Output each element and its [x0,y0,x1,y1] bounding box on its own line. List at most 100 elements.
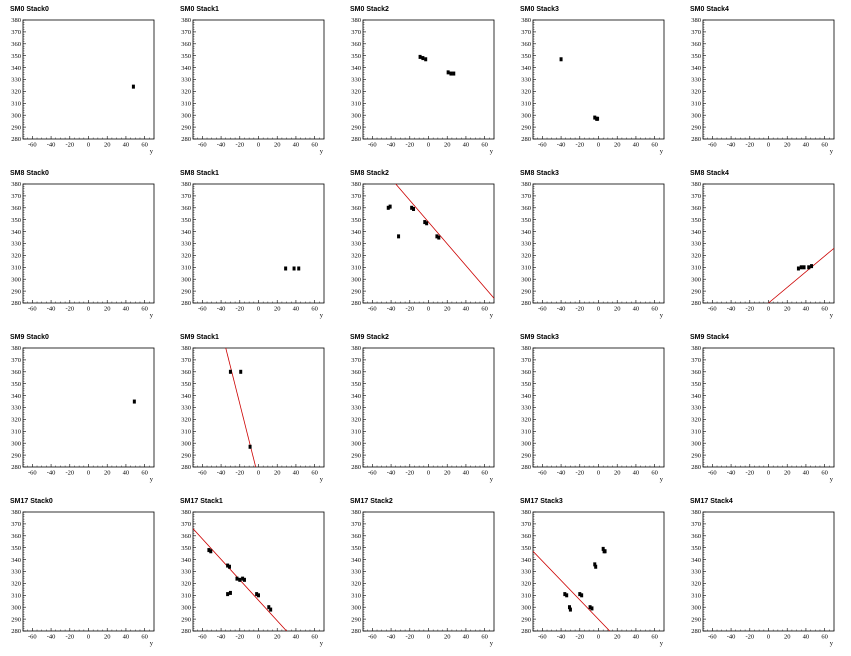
data-point [267,605,271,610]
data-point [412,206,416,211]
x-tick-label: 20 [104,142,111,149]
plot-frame [532,183,665,304]
y-tick-label: 280 [521,300,531,307]
y-tick-label: 280 [181,136,191,143]
y-tick-label: 320 [11,581,21,588]
y-tick-label: 300 [181,112,191,119]
x-tick-label: -20 [575,470,584,477]
y-tick-label: 340 [351,557,361,564]
data-point [446,70,450,75]
y-tick-label: 370 [521,521,531,528]
data-point [241,576,245,581]
y-tick-label: 350 [521,217,531,224]
panel-title: SM9 Stack1 [180,334,219,341]
panel-title: SM17 Stack3 [520,498,563,505]
x-axis-title: y [830,148,834,155]
x-axis-title: y [830,640,834,647]
y-tick-label: 350 [521,381,531,388]
panel-plot: 280 290 300 310 320 330 340 350 360 370 380 -60 -40 -… [181,509,325,647]
y-tick-label: 340 [181,229,191,236]
y-tick-label: 360 [11,369,21,376]
panel-title: SM8 Stack0 [10,170,49,177]
x-tick-label: 0 [427,470,430,477]
data-point [131,84,135,89]
y-tick-label: 280 [521,464,531,471]
y-tick-label: 380 [351,17,361,24]
y-tick-label: 300 [11,276,21,283]
x-axis-title: y [320,640,324,647]
y-tick-label: 380 [181,345,191,352]
y-tick-label: 340 [521,65,531,72]
y-tick-label: 350 [351,217,361,224]
panel-plot: 280 290 300 310 320 330 340 350 360 370 380 -60 -40 -… [521,345,665,483]
plot-frame [362,19,495,140]
y-tick-label: 360 [691,205,701,212]
panel-plot: 280 290 300 310 320 330 340 350 360 370 380 -60 -40 -… [351,181,495,319]
x-tick-label: 40 [293,142,300,149]
y-tick-label: 320 [11,89,21,96]
x-axis-title: y [490,312,494,319]
x-tick-label: 40 [123,634,130,641]
data-point [292,266,296,271]
y-tick-label: 300 [11,604,21,611]
y-tick-label: 310 [691,593,701,600]
chart-panel: SM9 Stack4 280 290 300 310 320 330 340 350 360 370… [680,328,850,492]
y-tick-label: 370 [351,521,361,528]
chart-panel: SM0 Stack0 280 290 300 310 320 330 340 350 360 370… [0,0,170,164]
x-tick-label: -20 [405,470,414,477]
y-tick-label: 280 [351,300,361,307]
y-tick-label: 350 [691,545,701,552]
y-tick-label: 320 [521,417,531,424]
y-tick-label: 310 [181,593,191,600]
y-tick-label: 280 [351,464,361,471]
x-tick-label: 40 [803,142,810,149]
x-tick-label: -40 [727,142,736,149]
x-tick-label: -20 [745,634,754,641]
data-point [209,549,213,554]
y-tick-label: 280 [11,300,21,307]
chart-panel: SM8 Stack2 280 290 300 310 320 330 340 350 360 370… [340,164,510,328]
y-tick-label: 380 [691,181,701,188]
y-tick-label: 290 [351,452,361,459]
x-axis-title: y [320,148,324,155]
x-tick-label: 20 [784,142,791,149]
data-point [284,266,288,271]
y-tick-label: 300 [521,604,531,611]
x-tick-label: 20 [614,470,621,477]
fit-line [768,247,834,303]
plot-frame [702,19,835,140]
y-tick-label: 380 [351,345,361,352]
y-tick-label: 360 [521,369,531,376]
data-point [418,54,422,59]
panel-title: SM17 Stack1 [180,498,223,505]
x-axis-title: y [150,148,154,155]
x-tick-label: -60 [708,634,717,641]
plot-frame [532,347,665,468]
panel-plot: 280 290 300 310 320 330 340 350 360 370 380 -60 -40 -… [691,345,835,483]
x-tick-label: -60 [28,306,37,313]
x-tick-label: 0 [767,142,770,149]
y-tick-label: 340 [351,229,361,236]
panel-title: SM0 Stack0 [10,6,49,13]
data-point [593,115,597,120]
x-tick-label: -40 [727,634,736,641]
x-tick-label: 0 [257,470,260,477]
y-tick-label: 380 [521,345,531,352]
y-tick-label: 380 [11,181,21,188]
x-tick-label: 20 [104,306,111,313]
y-tick-label: 330 [351,241,361,248]
x-tick-label: -60 [28,470,37,477]
y-tick-label: 350 [351,53,361,60]
chart-panel: SM0 Stack3 280 290 300 310 320 330 340 350 360 370… [510,0,680,164]
y-tick-label: 320 [351,89,361,96]
plot-frame [702,511,835,632]
y-tick-label: 290 [521,124,531,131]
data-point [596,116,600,121]
x-tick-label: 60 [481,470,488,477]
chart-panel: SM8 Stack1 280 290 300 310 320 330 340 350 360 370… [170,164,340,328]
x-tick-label: 60 [311,306,318,313]
y-tick-label: 340 [181,557,191,564]
y-tick-label: 380 [691,509,701,516]
y-tick-label: 330 [691,405,701,412]
panel-plot: 280 290 300 310 320 330 340 350 360 370 380 -60 -40 -… [11,17,155,155]
